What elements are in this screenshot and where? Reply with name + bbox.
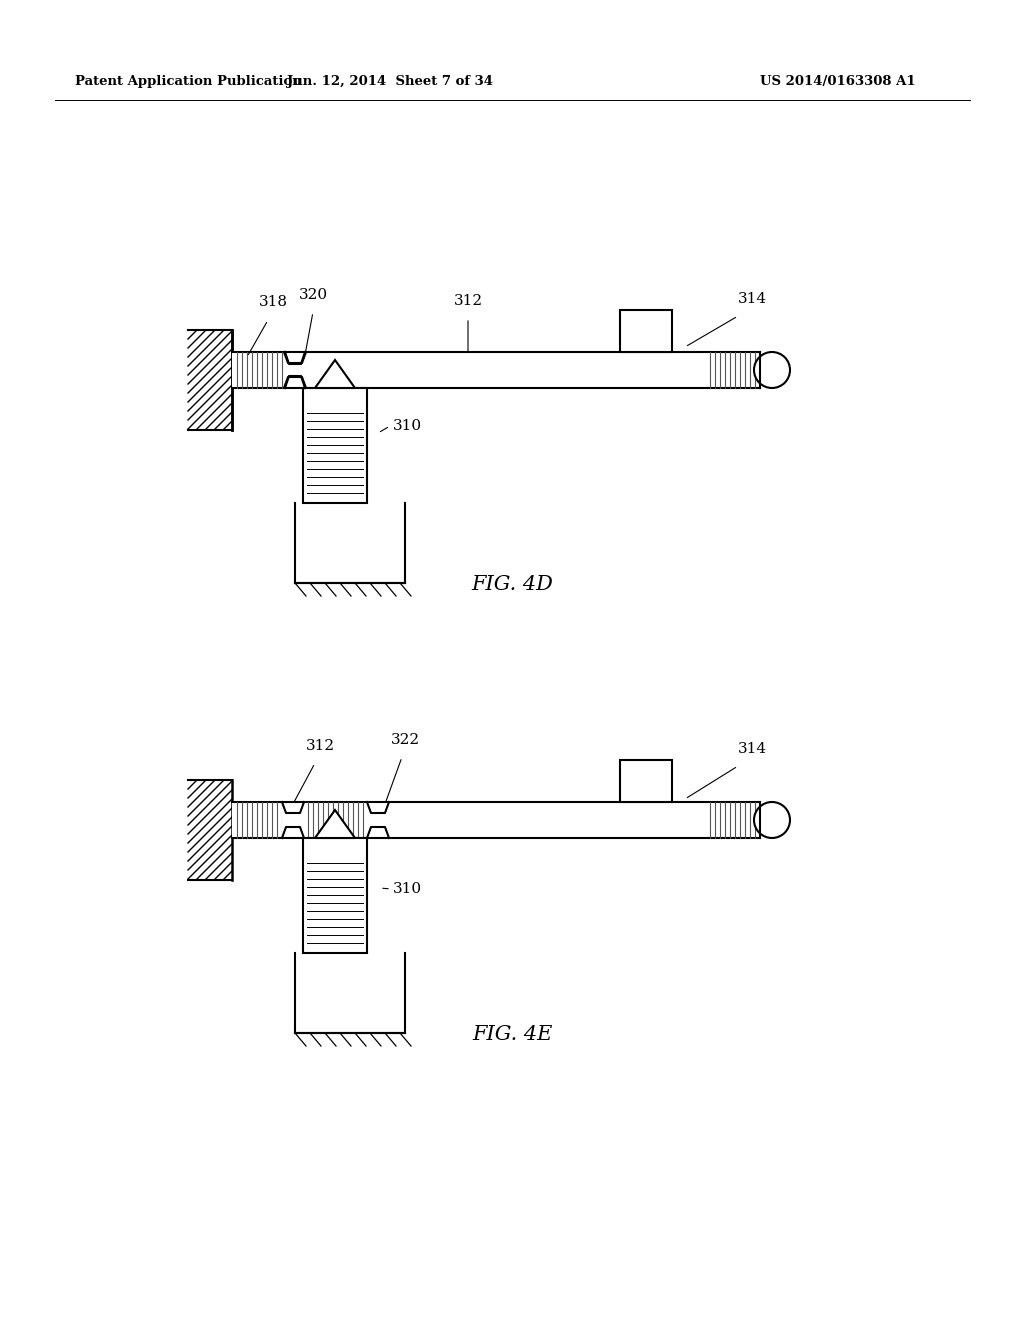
Polygon shape <box>367 803 389 838</box>
Text: Patent Application Publication: Patent Application Publication <box>75 75 302 88</box>
Ellipse shape <box>754 352 790 388</box>
Text: FIG. 4D: FIG. 4D <box>471 576 553 594</box>
Ellipse shape <box>754 803 790 838</box>
Bar <box>303 838 367 953</box>
Bar <box>232 803 760 838</box>
Text: 310: 310 <box>393 418 422 433</box>
Text: 314: 314 <box>738 742 767 756</box>
Bar <box>188 330 232 430</box>
Polygon shape <box>282 803 304 838</box>
Text: 312: 312 <box>305 739 335 752</box>
Polygon shape <box>315 810 355 838</box>
Bar <box>188 780 232 880</box>
Text: 312: 312 <box>454 294 482 308</box>
Text: 322: 322 <box>390 733 420 747</box>
Bar <box>303 388 367 503</box>
Text: 310: 310 <box>393 882 422 896</box>
Bar <box>620 760 672 803</box>
Polygon shape <box>315 360 355 388</box>
Polygon shape <box>285 352 305 388</box>
Text: Jun. 12, 2014  Sheet 7 of 34: Jun. 12, 2014 Sheet 7 of 34 <box>287 75 493 88</box>
Text: 318: 318 <box>258 294 288 309</box>
Text: FIG. 4E: FIG. 4E <box>472 1026 552 1044</box>
Polygon shape <box>284 352 306 388</box>
Bar <box>620 310 672 352</box>
Bar <box>232 352 760 388</box>
Text: 314: 314 <box>738 292 767 306</box>
Text: US 2014/0163308 A1: US 2014/0163308 A1 <box>760 75 915 88</box>
Text: 320: 320 <box>298 288 328 302</box>
